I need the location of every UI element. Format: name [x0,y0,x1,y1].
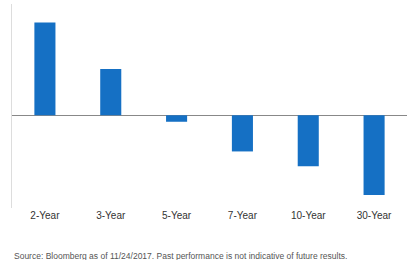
svg-text:Source: Bloomberg as of 11/24/: Source: Bloomberg as of 11/24/2017. Past… [14,251,347,260]
svg-text:2-Year: 2-Year [30,210,60,221]
svg-text:30-Year: 30-Year [357,210,392,221]
svg-text:3-Year: 3-Year [96,210,126,221]
svg-text:5-Year: 5-Year [162,210,192,221]
svg-text:10-Year: 10-Year [291,210,326,221]
svg-text:7-Year: 7-Year [228,210,258,221]
